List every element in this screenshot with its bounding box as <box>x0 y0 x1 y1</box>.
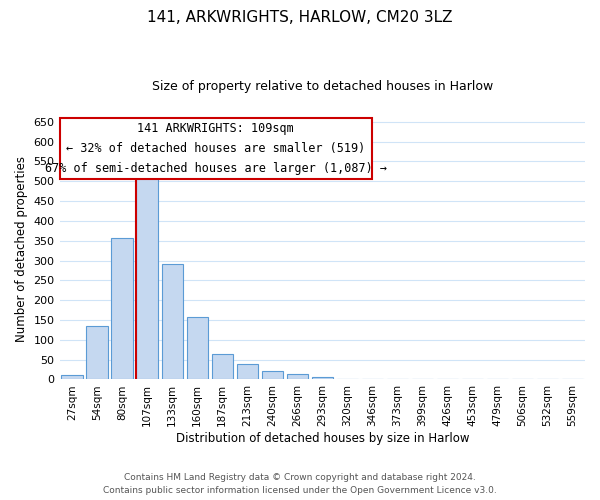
Bar <box>287 374 308 380</box>
Bar <box>236 364 258 380</box>
Y-axis label: Number of detached properties: Number of detached properties <box>15 156 28 342</box>
Bar <box>86 326 108 380</box>
Bar <box>112 238 133 380</box>
Text: 67% of semi-detached houses are larger (1,087) →: 67% of semi-detached houses are larger (… <box>45 162 387 174</box>
Bar <box>212 354 233 380</box>
Text: 141 ARKWRIGHTS: 109sqm: 141 ARKWRIGHTS: 109sqm <box>137 122 294 136</box>
Text: 141, ARKWRIGHTS, HARLOW, CM20 3LZ: 141, ARKWRIGHTS, HARLOW, CM20 3LZ <box>147 10 453 25</box>
Bar <box>187 317 208 380</box>
Text: Contains HM Land Registry data © Crown copyright and database right 2024.
Contai: Contains HM Land Registry data © Crown c… <box>103 473 497 495</box>
FancyBboxPatch shape <box>59 118 372 180</box>
Bar <box>262 370 283 380</box>
Bar <box>61 376 83 380</box>
Bar <box>311 378 333 380</box>
X-axis label: Distribution of detached houses by size in Harlow: Distribution of detached houses by size … <box>176 432 469 445</box>
Bar <box>161 264 183 380</box>
Text: ← 32% of detached houses are smaller (519): ← 32% of detached houses are smaller (51… <box>66 142 365 155</box>
Bar <box>136 168 158 380</box>
Title: Size of property relative to detached houses in Harlow: Size of property relative to detached ho… <box>152 80 493 93</box>
